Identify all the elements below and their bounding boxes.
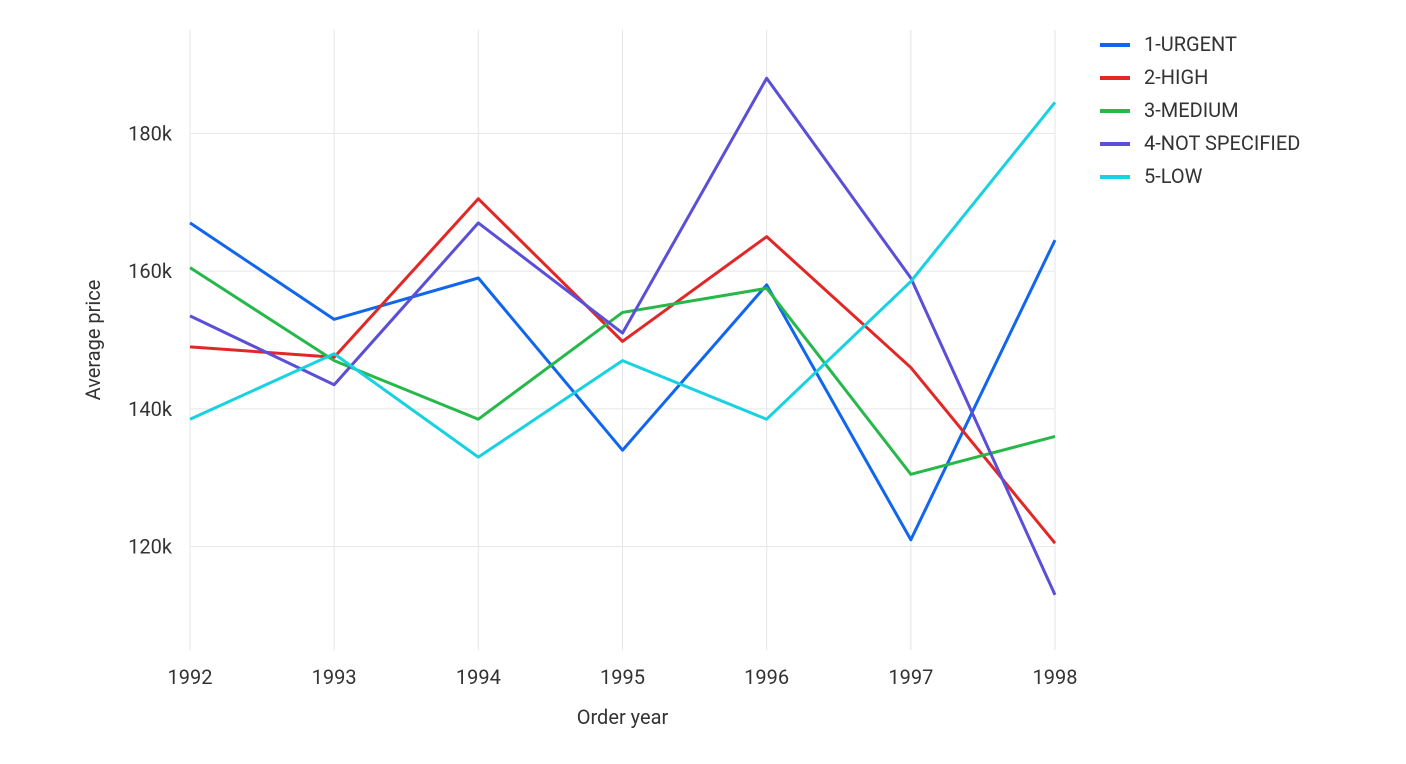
- legend-label[interactable]: 3-MEDIUM: [1144, 98, 1239, 122]
- legend-label[interactable]: 4-NOT SPECIFIED: [1144, 131, 1300, 155]
- y-tick-label: 140k: [128, 397, 173, 421]
- x-tick-label: 1995: [600, 665, 645, 689]
- x-tick-label: 1997: [888, 665, 933, 689]
- line-chart: 1992 1993 1994 1995 1996 1997 1998 120k 140k 160k…: [0, 0, 1406, 764]
- legend: 1-URGENT 2-HIGH 3-MEDIUM 4-NOT SPECIFIED 5-L…: [1100, 32, 1300, 188]
- x-tick-label: 1998: [1033, 665, 1078, 689]
- x-axis-label: Order year: [577, 705, 669, 729]
- y-ticks: 120k 140k 160k 180k: [128, 121, 173, 558]
- legend-label[interactable]: 2-HIGH: [1144, 65, 1208, 89]
- y-tick-label: 160k: [128, 259, 173, 283]
- legend-label[interactable]: 5-LOW: [1144, 164, 1203, 188]
- y-axis-label: Average price: [81, 280, 105, 401]
- x-tick-label: 1993: [312, 665, 357, 689]
- x-tick-label: 1996: [744, 665, 789, 689]
- x-tick-label: 1994: [456, 665, 501, 689]
- x-ticks: 1992 1993 1994 1995 1996 1997 1998: [168, 665, 1078, 689]
- y-tick-label: 180k: [128, 121, 173, 145]
- x-tick-label: 1992: [168, 665, 213, 689]
- y-tick-label: 120k: [128, 535, 173, 559]
- legend-label[interactable]: 1-URGENT: [1144, 32, 1237, 56]
- chart-svg: 1992 1993 1994 1995 1996 1997 1998 120k 140k 160k…: [0, 0, 1406, 764]
